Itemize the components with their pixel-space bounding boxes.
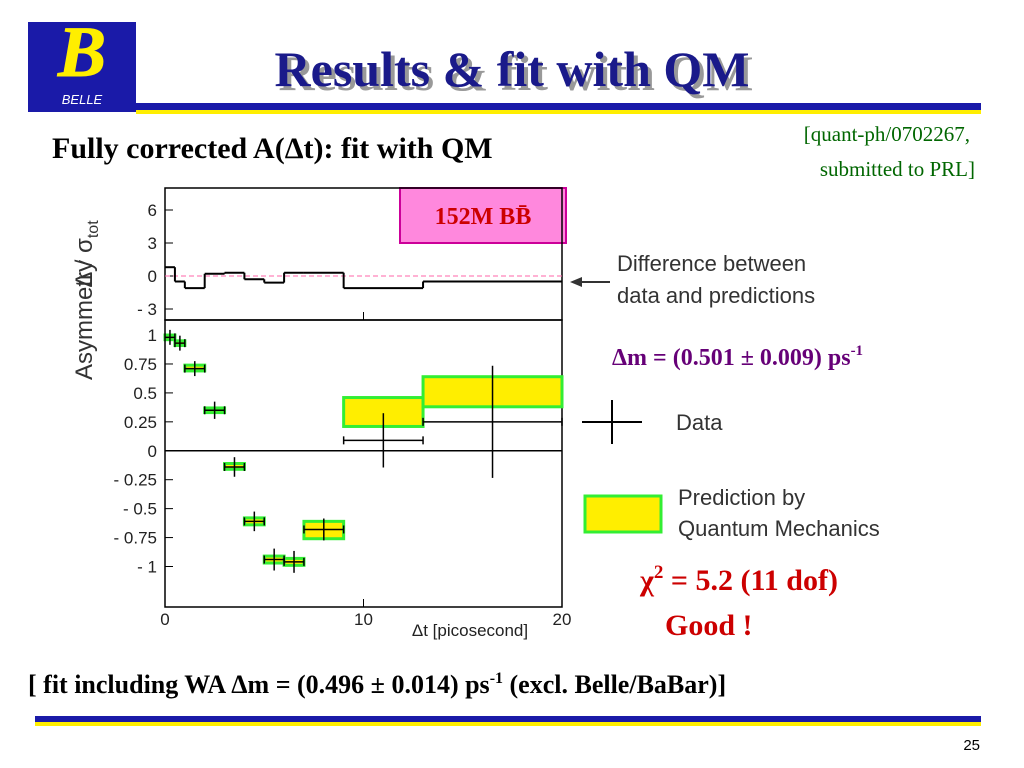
title: Results & fit with QM <box>275 41 750 97</box>
legend-label: Prediction by <box>678 485 805 510</box>
y-tick-label: 0.5 <box>133 384 157 403</box>
x-tick-label: 10 <box>354 610 373 629</box>
y-axis-label: Asymmetry <box>71 260 98 380</box>
chi2-text: = 5.2 (11 dof) <box>663 564 838 597</box>
x-tick-label: 0 <box>160 610 169 629</box>
footer-rule <box>35 716 981 722</box>
reference: [quant-ph/0702267, <box>804 122 970 146</box>
title-shadow: Results & fit with QM <box>279 45 754 101</box>
dm-text: Δm = (0.501 ± 0.009) ps <box>612 345 851 371</box>
y-tick-label: - 0.25 <box>114 471 157 490</box>
y-tick-label: 0 <box>148 267 157 286</box>
sample: 152M BB̄ <box>435 204 532 230</box>
footnote-tail: (excl. Belle/BaBar)] <box>503 670 726 699</box>
reference: submitted to PRL] <box>820 157 975 181</box>
dm-result: Δm = (0.501 ± 0.009) ps-1 <box>612 343 863 371</box>
footnote-exp: -1 <box>490 670 503 687</box>
legend-label: data and predictions <box>617 283 815 308</box>
logo-letter: B <box>57 12 106 92</box>
legend-arrowhead <box>570 277 582 287</box>
y-tick-label: - 1 <box>137 557 157 576</box>
y-tick-label: 1 <box>148 326 157 345</box>
dm-exp: -1 <box>851 343 864 359</box>
page-number: 25 <box>963 737 980 754</box>
chi2-symbol: χ <box>639 564 655 597</box>
y-tick-label: 0 <box>148 442 157 461</box>
y-tick-label: 3 <box>148 234 157 253</box>
y-tick-label: - 3 <box>137 300 157 319</box>
y-tick-label: - 0.75 <box>114 529 157 548</box>
y-tick-label: - 0.5 <box>123 500 157 519</box>
x-tick-label: 20 <box>553 610 572 629</box>
sample-box <box>399 187 567 244</box>
verdict: Good ! <box>665 609 753 642</box>
y-axis-label: Δ / σtot <box>71 220 102 288</box>
subtitle: Fully corrected A(Δt): fit with QM <box>52 132 493 165</box>
logo-box <box>28 22 136 112</box>
x-axis-label: Δt [picosecond] <box>412 621 528 640</box>
legend-swatch <box>583 494 663 534</box>
title-rule-accent <box>136 110 981 114</box>
y-tick-label: 6 <box>148 201 157 220</box>
chi2: χ2 = 5.2 (11 dof) <box>639 562 838 597</box>
legend-label: Difference between <box>617 251 806 276</box>
chi2-exp: 2 <box>654 562 664 583</box>
footnote: [ fit including WA Δm = (0.496 ± 0.014) … <box>28 670 726 699</box>
footer-rule-accent <box>35 722 981 726</box>
title-rule <box>136 103 981 110</box>
logo-name: BELLE <box>62 92 103 107</box>
y-tick-label: 0.25 <box>124 413 157 432</box>
footnote-text: [ fit including WA Δm = (0.496 ± 0.014) … <box>28 670 490 699</box>
legend-label: Quantum Mechanics <box>678 516 880 541</box>
y-axis-label-sub: tot <box>85 220 102 238</box>
y-axis-label-text: Δ / σ <box>71 238 98 288</box>
y-tick-label: 0.75 <box>124 355 157 374</box>
legend-label: Data <box>676 410 723 435</box>
